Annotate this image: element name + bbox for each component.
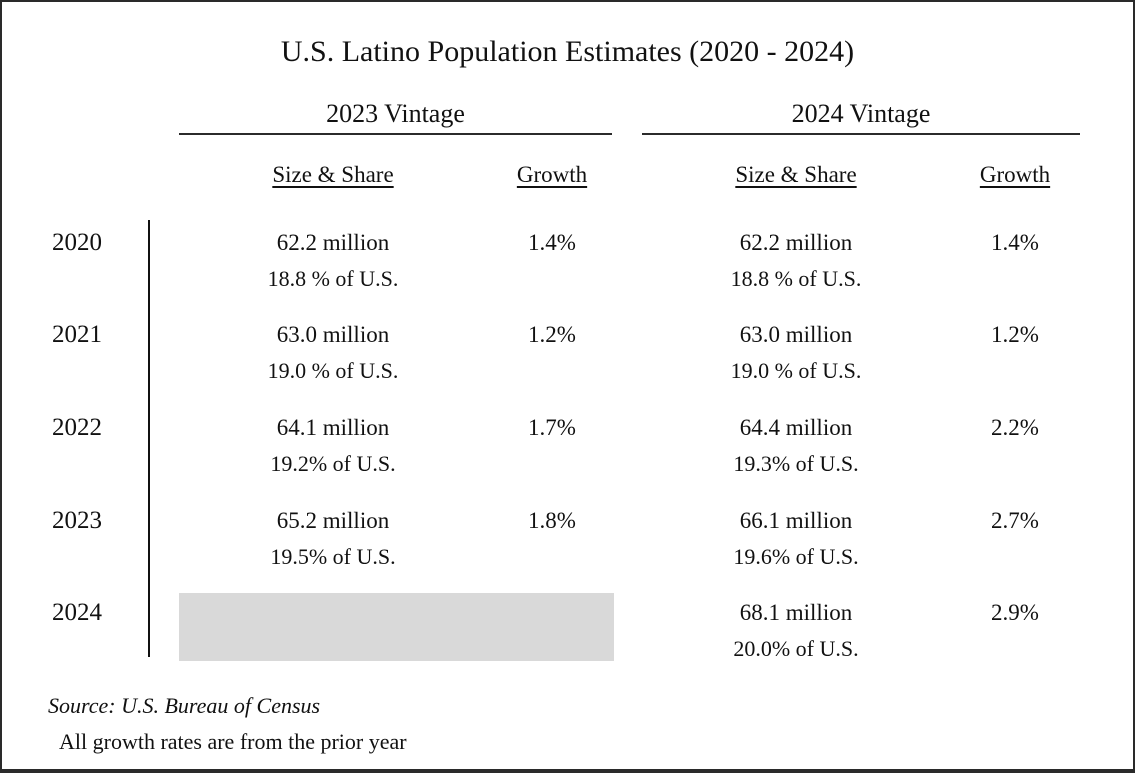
- size-value: 68.1 million: [739, 600, 853, 625]
- share-value: 19.5% of U.S.: [270, 544, 396, 569]
- cell-2024-size-share: 68.1 million 20.0% of U.S.: [696, 594, 896, 667]
- cell-2023-growth: 1.2%: [528, 322, 576, 347]
- share-value: 19.0 % of U.S.: [267, 358, 399, 383]
- figure-title: U.S. Latino Population Estimates (2020 -…: [280, 35, 855, 68]
- size-value: 66.1 million: [739, 508, 853, 533]
- share-value: 19.3% of U.S.: [733, 451, 859, 476]
- group-rule-2024-vintage: [642, 133, 1080, 135]
- row-year: 2023: [52, 507, 102, 534]
- column-header-growth-2024: Growth: [979, 162, 1051, 187]
- size-value: 65.2 million: [276, 508, 390, 533]
- share-value: 20.0% of U.S.: [733, 636, 859, 661]
- cell-2024-growth: 2.7%: [991, 508, 1039, 533]
- size-value: 64.1 million: [276, 415, 390, 440]
- share-value: 18.8 % of U.S.: [267, 266, 399, 291]
- table-row-2021: 2021 63.0 million 19.0 % of U.S. 1.2% 63…: [2, 316, 1133, 396]
- cell-2024-growth: 1.4%: [991, 230, 1039, 255]
- share-value: 19.6% of U.S.: [733, 544, 859, 569]
- row-year: 2024: [52, 599, 102, 626]
- group-header-2024-vintage: 2024 Vintage: [791, 99, 931, 128]
- cell-2024-size-share: 64.4 million 19.3% of U.S.: [696, 409, 896, 482]
- cell-2023-size-share: 65.2 million 19.5% of U.S.: [233, 502, 433, 575]
- cell-2023-growth: 1.7%: [528, 415, 576, 440]
- cell-2024-growth: 1.2%: [991, 322, 1039, 347]
- row-year: 2022: [52, 414, 102, 441]
- size-value: 64.4 million: [739, 415, 853, 440]
- row-year: 2020: [52, 229, 102, 256]
- column-header-size-share-2024: Size & Share: [735, 162, 857, 187]
- year-column-divider: [148, 220, 150, 657]
- row-year: 2021: [52, 321, 102, 348]
- cell-2024-size-share: 66.1 million 19.6% of U.S.: [696, 502, 896, 575]
- cell-2024-growth: 2.2%: [991, 415, 1039, 440]
- table-row-2023: 2023 65.2 million 19.5% of U.S. 1.8% 66.…: [2, 502, 1133, 582]
- cell-2023-growth: 1.8%: [528, 508, 576, 533]
- size-value: 63.0 million: [276, 322, 390, 347]
- table-row-2024: 2024 68.1 million 20.0% of U.S. 2.9%: [2, 594, 1133, 674]
- cell-2023-size-share: 64.1 million 19.2% of U.S.: [233, 409, 433, 482]
- share-value: 19.0 % of U.S.: [730, 358, 862, 383]
- group-rule-2023-vintage: [179, 133, 612, 135]
- cell-2024-growth: 2.9%: [991, 600, 1039, 625]
- no-data-shaded-box: [179, 593, 614, 661]
- share-value: 19.2% of U.S.: [270, 451, 396, 476]
- cell-2024-size-share: 63.0 million 19.0 % of U.S.: [696, 316, 896, 389]
- share-value: 18.8 % of U.S.: [730, 266, 862, 291]
- cell-2023-size-share: 63.0 million 19.0 % of U.S.: [233, 316, 433, 389]
- source-note: Source: U.S. Bureau of Census: [48, 693, 321, 718]
- growth-rate-note: All growth rates are from the prior year: [59, 729, 407, 754]
- size-value: 63.0 million: [739, 322, 853, 347]
- group-header-2023-vintage: 2023 Vintage: [326, 99, 465, 128]
- cell-2023-growth: 1.4%: [528, 230, 576, 255]
- table-row-2020: 2020 62.2 million 18.8 % of U.S. 1.4% 62…: [2, 224, 1133, 304]
- size-value: 62.2 million: [276, 230, 390, 255]
- cell-2024-size-share: 62.2 million 18.8 % of U.S.: [696, 224, 896, 297]
- column-header-growth-2023: Growth: [516, 162, 588, 187]
- column-header-size-share-2023: Size & Share: [272, 162, 394, 187]
- cell-2023-size-share: 62.2 million 18.8 % of U.S.: [233, 224, 433, 297]
- size-value: 62.2 million: [739, 230, 853, 255]
- table-row-2022: 2022 64.1 million 19.2% of U.S. 1.7% 64.…: [2, 409, 1133, 489]
